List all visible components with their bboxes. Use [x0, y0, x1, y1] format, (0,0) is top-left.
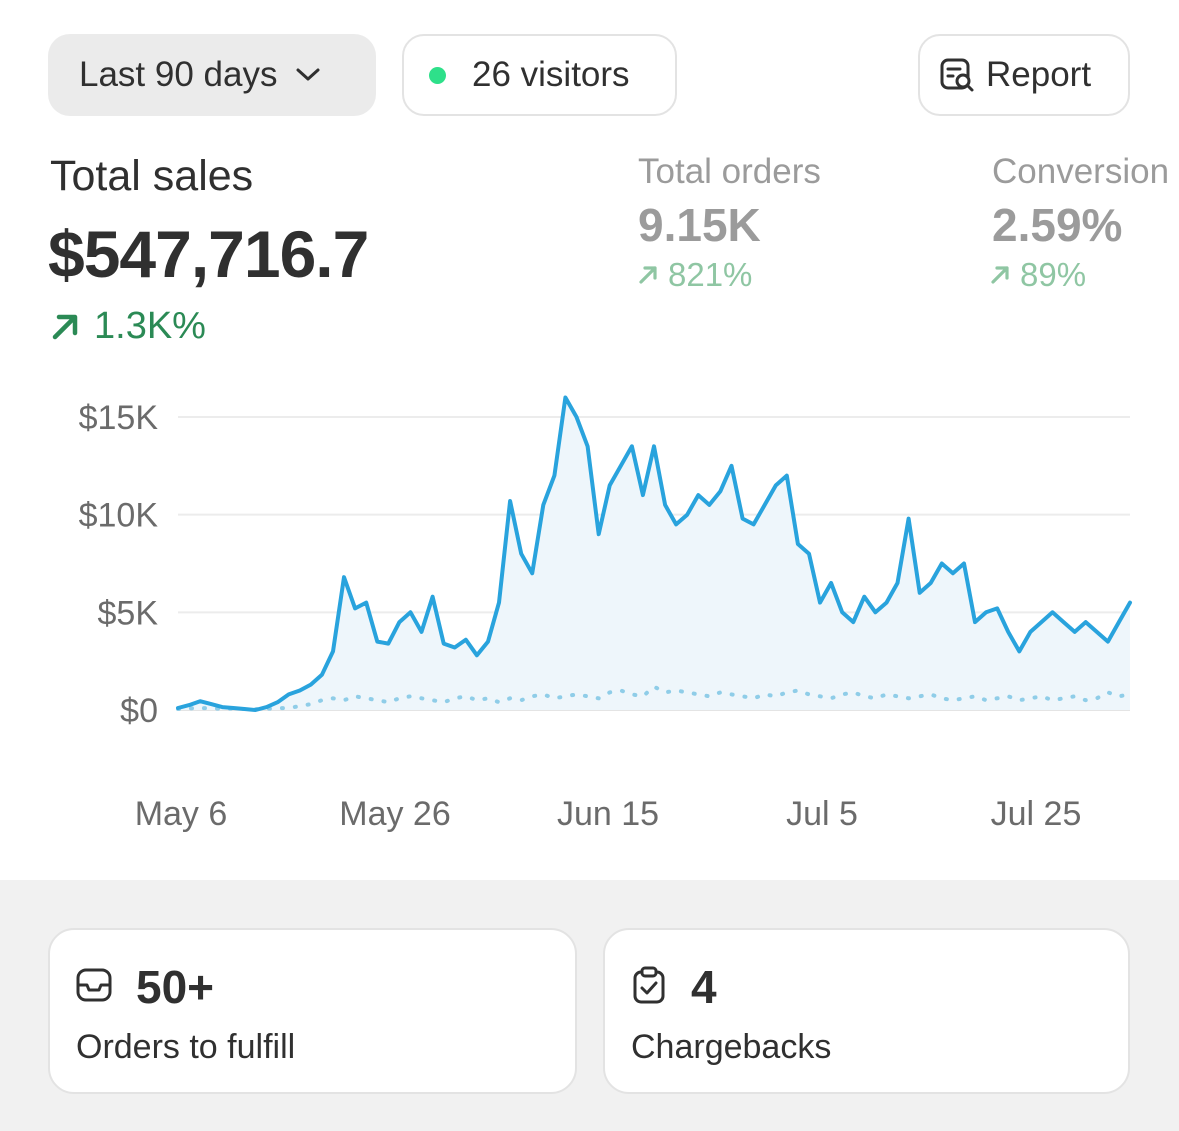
- sales-chart[interactable]: $15K $10K $5K $0 May 6 May 26 Jun 15 Jul 5 Jul 2…: [0, 370, 1179, 850]
- conversion-change-value: 89%: [1020, 256, 1087, 293]
- date-range-label: Last 90 days: [79, 55, 278, 94]
- report-button[interactable]: Report: [918, 34, 1130, 116]
- x-tick-label: May 6: [135, 795, 228, 833]
- total-sales-change: 1.3K%: [50, 305, 206, 348]
- chargebacks-label: Chargebacks: [631, 1028, 832, 1066]
- inbox-icon: [74, 965, 114, 1010]
- y-tick-label: $5K: [98, 594, 159, 632]
- clipboard-check-icon: [629, 965, 669, 1010]
- x-tick-label: May 26: [339, 795, 451, 833]
- y-tick-label: $0: [120, 692, 158, 730]
- total-sales-value: $547,716.7: [48, 217, 369, 291]
- x-tick-label: Jun 15: [557, 795, 659, 833]
- chargebacks-count: 4: [691, 961, 717, 1013]
- y-tick-label: $15K: [79, 399, 159, 437]
- total-sales-change-value: 1.3K%: [94, 305, 206, 347]
- orders-to-fulfill-card[interactable]: 50+ Orders to fulfill: [48, 928, 577, 1094]
- total-orders-label[interactable]: Total orders: [638, 152, 821, 191]
- sales-line: [176, 395, 1132, 712]
- arrow-up-right-icon: [50, 312, 80, 342]
- report-label: Report: [986, 55, 1092, 94]
- x-tick-label: Jul 25: [991, 795, 1082, 833]
- chevron-down-icon: [295, 67, 321, 83]
- visitors-label: 26 visitors: [472, 55, 630, 94]
- orders-to-fulfill-count: 50+: [136, 961, 215, 1013]
- live-status-icon: [429, 66, 446, 84]
- conversion-label[interactable]: Conversion: [992, 152, 1170, 191]
- arrow-up-right-icon: [990, 265, 1010, 285]
- chargebacks-card[interactable]: 4 Chargebacks: [603, 928, 1130, 1094]
- total-sales-label: Total sales: [50, 152, 254, 200]
- report-search-icon: [938, 56, 976, 94]
- total-orders-change-value: 821%: [668, 256, 753, 293]
- sales-area-fill: [178, 397, 1130, 710]
- analytics-panel: Last 90 days 26 visitors Report Total sa…: [0, 34, 1179, 850]
- y-tick-label: $10K: [79, 497, 159, 535]
- conversion-value: 2.59%: [992, 199, 1123, 251]
- date-range-selector[interactable]: Last 90 days: [48, 34, 376, 116]
- conversion-change: 89%: [990, 256, 1086, 294]
- x-tick-label: Jul 5: [786, 795, 858, 833]
- arrow-up-right-icon: [638, 265, 658, 285]
- orders-to-fulfill-label: Orders to fulfill: [76, 1028, 296, 1066]
- previous-period-line: [176, 684, 1132, 712]
- total-orders-value: 9.15K: [638, 199, 761, 251]
- live-visitors-button[interactable]: 26 visitors: [402, 34, 677, 116]
- total-orders-change: 821%: [638, 256, 752, 294]
